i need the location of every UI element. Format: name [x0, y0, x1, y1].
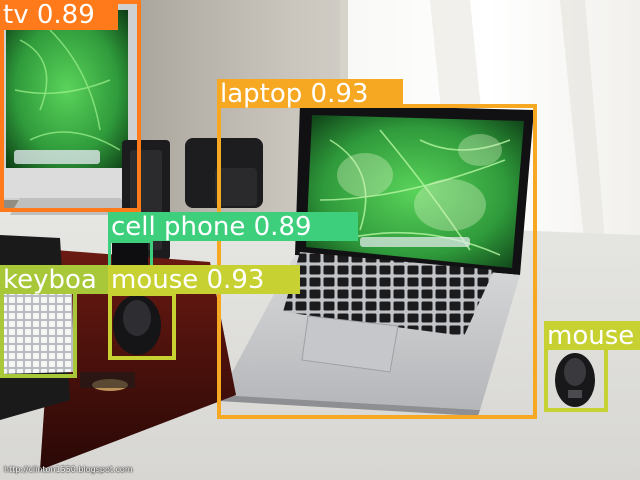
- mouse-left-detection-label: mouse 0.93: [108, 265, 300, 294]
- tv-detection-label: tv 0.89: [0, 0, 118, 30]
- laptop-detection-box: [217, 104, 537, 419]
- mouse-right-detection-label: mouse: [544, 321, 640, 350]
- mouse-right-detection-box: [544, 346, 608, 412]
- laptop-detection-label: laptop 0.93: [217, 79, 403, 108]
- keyboard-detection-box: [0, 290, 77, 378]
- mouse-left-detection-box: [108, 292, 176, 360]
- keyboard-detection-label: keyboa: [0, 265, 108, 294]
- tv-detection-box: [0, 0, 141, 212]
- cell-phone-detection-label: cell phone 0.89: [108, 212, 358, 241]
- watermark-text: http://clinton1550.blogspot.com: [4, 465, 133, 474]
